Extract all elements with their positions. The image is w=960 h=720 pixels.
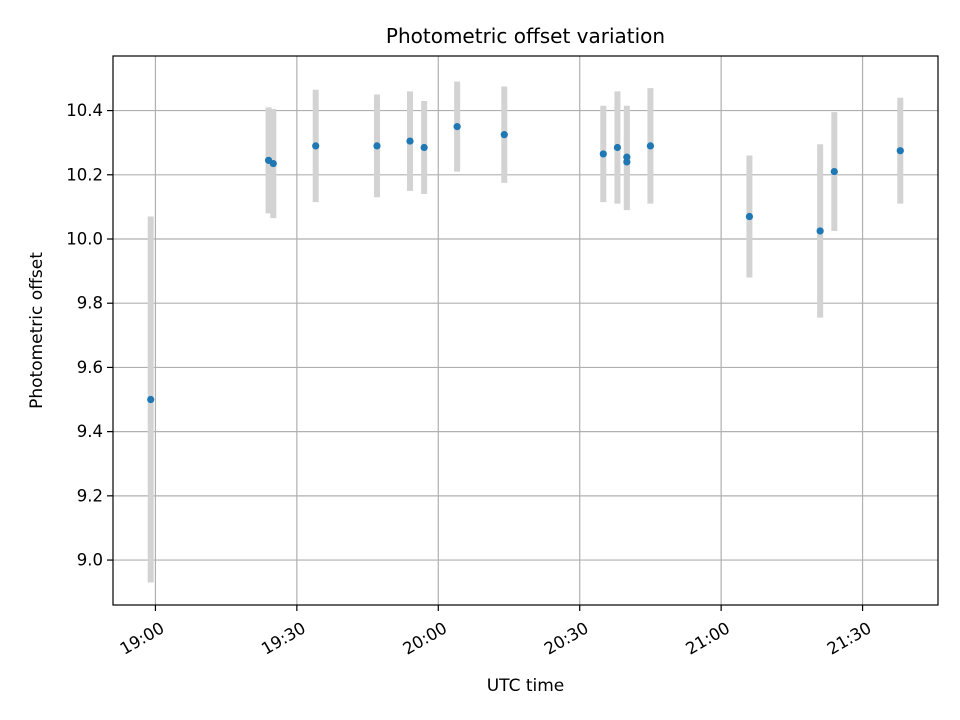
data-point <box>599 150 607 158</box>
y-tick-label: 10.2 <box>66 165 103 184</box>
data-point <box>830 167 838 176</box>
data-point <box>420 143 428 152</box>
y-axis-label: Photometric offset <box>27 252 47 409</box>
data-point <box>500 131 508 139</box>
y-tick-label: 10.4 <box>66 101 103 120</box>
chart-title: Photometric offset variation <box>386 24 665 48</box>
data-point <box>147 395 155 404</box>
data-point <box>373 142 381 150</box>
y-tick-label: 9.2 <box>77 486 103 505</box>
data-point <box>613 143 622 152</box>
data-point <box>623 153 631 161</box>
data-point <box>406 137 414 145</box>
x-tick-label: 19:30 <box>258 618 309 658</box>
x-tick-label: 21:30 <box>824 618 875 658</box>
data-point <box>816 227 824 235</box>
data-point <box>269 159 277 168</box>
x-tick-label: 20:30 <box>541 618 592 658</box>
x-tick-label: 19:00 <box>117 618 168 658</box>
y-tick-label: 9.4 <box>77 422 103 441</box>
y-tick-label: 9.8 <box>77 294 103 313</box>
y-tick-label: 9.6 <box>77 358 103 377</box>
error-bars <box>147 81 904 583</box>
y-tick-label: 10.0 <box>66 230 103 249</box>
x-tick-label: 20:00 <box>400 618 451 658</box>
data-point <box>312 142 320 150</box>
plot-frame <box>112 55 939 606</box>
data-points <box>147 123 904 404</box>
data-point <box>453 123 461 131</box>
x-axis-label: UTC time <box>487 676 565 696</box>
grid <box>113 56 938 605</box>
y-tick-label: 9.0 <box>77 551 103 570</box>
data-point <box>745 212 754 221</box>
data-point <box>646 142 655 150</box>
axis-ticks: 19:00 19:30 20:00 20:30 21:00 21:30 9.0 9.2 9.4 9… <box>66 101 874 659</box>
data-point <box>896 147 904 155</box>
x-tick-label: 21:00 <box>682 618 733 658</box>
